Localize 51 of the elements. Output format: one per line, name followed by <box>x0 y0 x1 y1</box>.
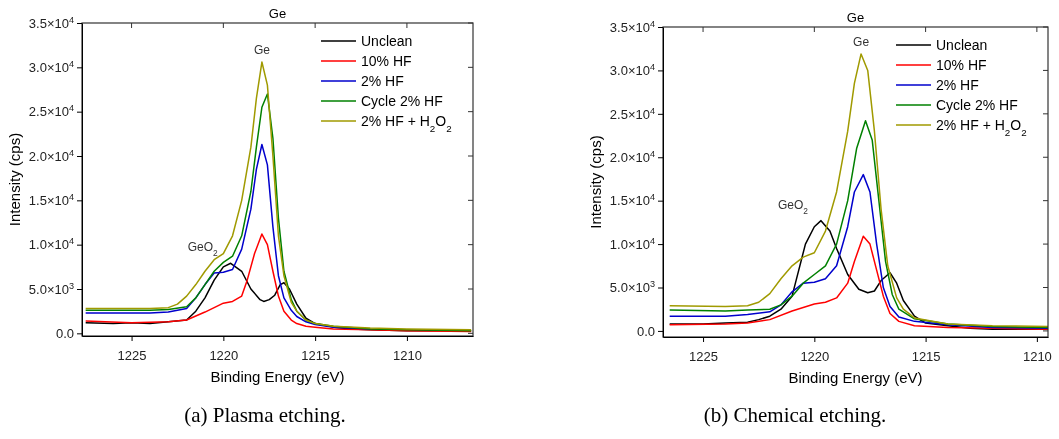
x-tick-label: 1225 <box>117 348 147 364</box>
line-series <box>84 233 472 333</box>
y-tick-label: 1.0×10$^{4}$ <box>28 236 74 253</box>
x-tick-label: 1220 <box>800 349 830 365</box>
x-tick-label: 1210 <box>1022 349 1052 365</box>
y-tick-label: 1.0×10$^{4}$ <box>609 235 655 252</box>
x-axis-title: Binding Energy (eV) <box>210 368 345 385</box>
x-axis-title: Binding Energy (eV) <box>788 369 923 386</box>
y-tick-label: 0.0 <box>55 326 74 341</box>
y-tick-label: 2.0×10$^{4}$ <box>609 148 655 165</box>
line-series <box>668 120 1048 329</box>
line-series <box>668 53 1048 328</box>
legend-label: Cycle 2% HF <box>361 93 443 109</box>
line-series <box>668 173 1048 330</box>
x-tick-label: 1220 <box>209 348 239 364</box>
x-tick-label: 1225 <box>689 349 719 365</box>
y-axis-title: Intensity (cps) <box>6 132 23 227</box>
y-tick-label: 5.0×10$^{3}$ <box>28 280 74 297</box>
x-tick-label: 1215 <box>911 349 941 365</box>
annotation: GeO$_{2}$ <box>187 240 219 259</box>
line-series <box>84 143 371 330</box>
legend-label: 2% HF <box>361 73 404 89</box>
chart-title: Ge <box>846 10 865 25</box>
legend-label: 2% HF <box>936 77 979 93</box>
annotation: GeO$_{2}$ <box>778 197 809 216</box>
legend-label: Cycle 2% HF <box>936 97 1018 113</box>
chart-title: Ge <box>268 6 287 21</box>
x-tick-label: 1215 <box>301 348 331 364</box>
legend-label: Unclean <box>936 37 988 53</box>
legend-label: 10% HF <box>361 53 412 69</box>
y-tick-label: 3.5×10$^{4}$ <box>28 14 74 31</box>
y-tick-label: 1.5×10$^{4}$ <box>28 192 74 208</box>
annotation: Ge <box>253 43 271 58</box>
text: (a) Plasma etching. <box>184 403 346 427</box>
legend-label: 2% HF + H$_{2}$O$_{2}$ <box>361 113 452 134</box>
y-axis-title: Intensity (cps) <box>587 135 604 229</box>
y-tick-label: 3.0×10$^{4}$ <box>609 62 655 79</box>
y-tick-label: 5.0×10$^{3}$ <box>609 279 655 296</box>
legend-label: 2% HF + H$_{2}$O$_{2}$ <box>936 117 1027 138</box>
legend-label: Unclean <box>361 33 413 49</box>
y-tick-label: 2.5×10$^{4}$ <box>609 105 655 122</box>
y-tick-label: 1.5×10$^{4}$ <box>609 192 655 209</box>
x-tick-label: 1210 <box>392 348 422 364</box>
y-tick-label: 2.0×10$^{4}$ <box>28 147 74 164</box>
annotation: Ge <box>853 34 870 49</box>
y-tick-label: 3.5×10$^{4}$ <box>609 18 655 35</box>
y-tick-label: 3.0×10$^{4}$ <box>28 58 74 75</box>
legend-label: 10% HF <box>936 57 987 73</box>
text: (b) Chemical etching. <box>703 403 887 427</box>
y-tick-label: 0.0 <box>636 323 655 339</box>
y-tick-label: 2.5×10$^{4}$ <box>28 103 74 120</box>
